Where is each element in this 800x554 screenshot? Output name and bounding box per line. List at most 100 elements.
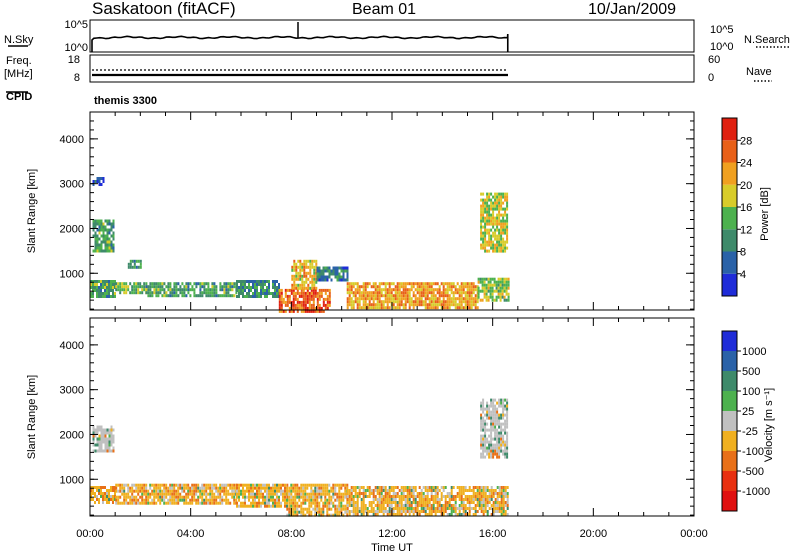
velocity-cell xyxy=(240,483,242,487)
velocity-cell xyxy=(147,492,150,496)
power-cell xyxy=(504,228,507,232)
velocity-cell xyxy=(229,486,232,490)
power-cell xyxy=(356,306,359,310)
velocity-cell xyxy=(446,513,449,516)
velocity-cell xyxy=(268,504,270,508)
power-cell xyxy=(466,303,469,307)
power-colorbar-swatch xyxy=(722,207,737,230)
power-cell xyxy=(491,277,494,281)
velocity-cell xyxy=(486,501,489,504)
velocity-cell xyxy=(440,510,443,513)
velocity-cell xyxy=(496,443,499,447)
velocity-cell xyxy=(193,492,196,496)
power-cell xyxy=(98,243,101,247)
power-cell xyxy=(330,269,333,273)
power-cell xyxy=(185,288,188,292)
velocity-cell xyxy=(205,498,208,502)
velocity-cell xyxy=(496,501,499,504)
power-cell xyxy=(169,294,172,298)
velocity-cell xyxy=(498,501,501,504)
velocity-cell xyxy=(364,504,367,507)
power-cell xyxy=(380,303,383,307)
power-cell xyxy=(392,294,395,298)
power-cell xyxy=(145,285,148,289)
velocity-cell xyxy=(412,507,415,510)
velocity-cell xyxy=(468,513,471,516)
power-cell xyxy=(492,240,495,244)
power-cell xyxy=(362,291,365,295)
velocity-cell xyxy=(252,489,254,493)
velocity-cell xyxy=(388,492,391,495)
velocity-cell xyxy=(426,486,429,489)
velocity-cell xyxy=(159,501,162,505)
velocity-cell xyxy=(500,401,503,405)
power-cell xyxy=(362,297,365,301)
power-cell xyxy=(129,282,132,286)
velocity-cell xyxy=(119,501,122,505)
velocity-cell xyxy=(462,489,465,492)
power-cell xyxy=(488,222,491,226)
power-cell xyxy=(492,204,495,208)
power-cell xyxy=(129,291,132,295)
power-cell xyxy=(424,282,427,286)
velocity-cell xyxy=(149,486,152,490)
velocity-cell xyxy=(98,449,101,453)
power-cell xyxy=(110,249,113,253)
power-cell xyxy=(159,288,162,292)
power-cell xyxy=(444,282,447,286)
velocity-cell xyxy=(392,498,395,501)
velocity-cell xyxy=(492,443,495,447)
velocity-cell xyxy=(370,489,373,492)
velocity-cell xyxy=(199,492,202,496)
velocity-cell xyxy=(100,440,103,444)
velocity-cell xyxy=(408,501,411,504)
power-cell xyxy=(96,222,99,226)
power-cell xyxy=(384,282,387,286)
velocity-cell xyxy=(502,513,505,516)
velocity-cell xyxy=(480,498,483,501)
velocity-cell xyxy=(452,495,455,498)
velocity-cell xyxy=(484,501,487,504)
velocity-cell xyxy=(488,501,491,504)
velocity-cell xyxy=(408,507,411,510)
beam-title: Beam 01 xyxy=(352,1,416,18)
power-cell xyxy=(414,300,417,304)
power-cell xyxy=(302,291,305,295)
velocity-colorbar-frame xyxy=(721,330,738,512)
power-cell xyxy=(450,282,453,286)
velocity-cell xyxy=(348,513,351,516)
power-cell xyxy=(460,300,463,304)
power-cell xyxy=(305,277,308,281)
velocity-cell xyxy=(135,498,138,502)
power-colorbar-tick-label: 4 xyxy=(740,269,746,281)
velocity-cell xyxy=(179,495,182,499)
power-cell xyxy=(464,297,467,301)
power-cell xyxy=(507,295,510,299)
power-cell xyxy=(149,282,152,286)
power-cell xyxy=(364,297,367,301)
velocity-cell xyxy=(90,498,92,501)
velocity-cell xyxy=(342,498,345,502)
power-cell xyxy=(424,285,427,289)
power-cell xyxy=(410,297,413,301)
cpid-label: CPID xyxy=(6,91,32,103)
power-cell xyxy=(358,288,361,292)
velocity-cell xyxy=(338,486,341,490)
velocity-cell xyxy=(440,495,443,498)
velocity-cell xyxy=(270,504,272,508)
velocity-cell xyxy=(434,507,437,510)
velocity-cell xyxy=(440,504,443,507)
velocity-cell xyxy=(284,483,286,487)
power-cell xyxy=(362,282,365,286)
velocity-cell xyxy=(336,483,339,487)
velocity-cell xyxy=(378,504,381,507)
velocity-cell xyxy=(498,398,501,402)
power-cell xyxy=(477,277,480,281)
power-cell xyxy=(161,288,164,292)
power-cell xyxy=(318,309,321,313)
velocity-cell xyxy=(496,407,499,411)
velocity-cell xyxy=(492,501,495,504)
power-cell xyxy=(498,207,501,211)
power-cell xyxy=(374,303,377,307)
power-cell xyxy=(386,288,389,292)
